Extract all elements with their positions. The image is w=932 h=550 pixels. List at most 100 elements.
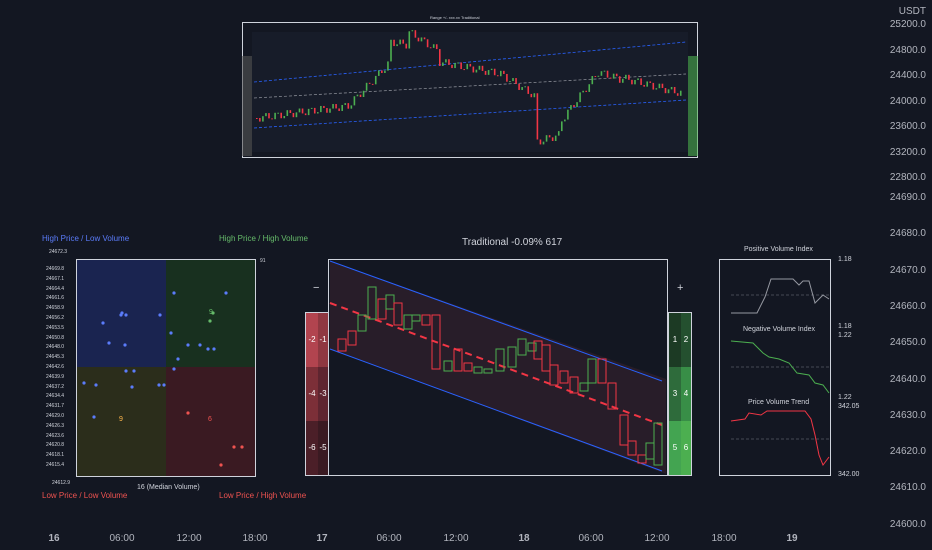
quadrant-y-tick: 24639.9	[46, 373, 65, 380]
mini-candle	[564, 119, 566, 122]
mini-candle	[640, 78, 642, 85]
mini-candle	[371, 83, 374, 85]
quadrant-y-tick: 24618.1	[46, 452, 65, 459]
quadrant-label-tl: High Price / Low Volume	[42, 234, 130, 243]
left-cell-6: -5	[319, 443, 327, 452]
mini-candle	[539, 139, 542, 145]
quadrant-y-tick: 24661.6	[46, 295, 65, 302]
mini-price-scale	[700, 14, 720, 164]
time-tick: 06:00	[578, 533, 604, 544]
mini-candle	[573, 105, 575, 108]
quadrant-y-tick: 24648.0	[46, 344, 65, 351]
mini-candle	[661, 83, 664, 89]
mini-candle	[374, 75, 377, 85]
mini-candle	[338, 108, 340, 111]
mini-candle	[664, 88, 667, 94]
mini-candle	[320, 105, 322, 113]
mini-candle	[329, 108, 331, 113]
mini-candle	[600, 71, 603, 76]
mini-candle	[490, 68, 493, 71]
mini-candle	[643, 84, 645, 87]
quadrant-point	[211, 311, 215, 315]
mini-candle	[256, 118, 258, 119]
channel-candle	[587, 358, 597, 384]
left-cell-5: -6	[308, 443, 316, 452]
mini-candle	[615, 73, 618, 77]
quadrant-point	[82, 381, 86, 385]
mini-candle	[259, 118, 261, 122]
mini-candle	[570, 105, 572, 110]
mini-candle	[481, 65, 484, 71]
mini-candle	[493, 68, 496, 76]
channel-candle	[337, 338, 347, 352]
main-price-tick: 24670.0	[889, 264, 926, 276]
nvi-label: Negative Volume Index	[743, 326, 815, 333]
quadrant-point	[224, 291, 228, 295]
quadrant-point	[157, 383, 161, 387]
mini-candle	[454, 62, 456, 69]
channel-plus-button[interactable]: +	[677, 282, 684, 294]
quadrant-point	[101, 321, 105, 325]
mini-candle	[341, 104, 343, 111]
channel-minus-button[interactable]: −	[313, 282, 320, 294]
mini-candle	[561, 121, 563, 132]
channel-candle	[495, 348, 505, 372]
channel-title: Traditional -0.09% 617	[462, 237, 563, 248]
channel-candle	[541, 344, 551, 372]
quadrant-point	[198, 343, 202, 347]
mini-chart-svg	[242, 30, 698, 156]
mini-candle	[469, 63, 472, 67]
mini-candle	[277, 112, 279, 114]
mini-candle	[576, 102, 578, 108]
channel-candles	[337, 286, 663, 466]
mini-candle	[387, 61, 389, 71]
channel-candle	[549, 364, 559, 386]
mini-candle	[304, 113, 307, 116]
quadrant-y-tick: 24626.3	[46, 422, 65, 429]
channel-candle	[431, 314, 441, 370]
mini-candle	[384, 70, 386, 74]
main-price-tick: 24610.0	[889, 482, 926, 494]
mini-candle	[353, 96, 356, 106]
mini-candle	[280, 112, 282, 119]
quadrant-panel	[76, 259, 256, 477]
mini-candle	[524, 86, 526, 88]
quadrant-point	[172, 291, 176, 295]
mini-candle	[588, 84, 591, 92]
mini-candle	[637, 78, 639, 80]
mini-candle	[310, 107, 313, 109]
mini-candle	[286, 110, 289, 116]
quadrant-point	[92, 415, 96, 419]
quadrant-point	[94, 383, 98, 387]
indicator-value-1: 1.18	[838, 256, 852, 263]
quadrant-point	[208, 319, 212, 323]
quadrant-bl	[77, 367, 166, 476]
mini-candle	[390, 39, 392, 62]
indicator-value-3: 1.22	[838, 332, 852, 339]
quadrant-bottom-value: 24612.9	[52, 480, 71, 486]
channel-mid-line	[329, 302, 663, 426]
quadrant-tr	[166, 260, 255, 367]
mini-candle	[603, 70, 606, 72]
mini-candle	[365, 82, 368, 91]
mini-candle	[597, 75, 600, 77]
mini-candle	[362, 90, 365, 97]
channel-candle	[483, 368, 493, 374]
mini-candle	[554, 135, 557, 141]
indicator-value-4: 1.22	[838, 394, 852, 401]
right-cell-2: 2	[683, 335, 689, 344]
channel-candle	[579, 382, 589, 392]
mini-candle	[646, 81, 648, 87]
mini-candle	[411, 30, 414, 32]
mini-candle	[432, 44, 435, 48]
mini-candle	[533, 93, 536, 98]
quadrant-point	[132, 369, 136, 373]
right-cell-4: 4	[683, 389, 689, 398]
mini-candle	[439, 49, 441, 66]
mini-candle	[612, 73, 615, 79]
mini-candle	[618, 76, 621, 83]
mini-right-bar	[688, 56, 698, 156]
mini-candle	[463, 69, 465, 71]
quadrant-point	[206, 347, 210, 351]
mini-candle	[655, 88, 658, 90]
